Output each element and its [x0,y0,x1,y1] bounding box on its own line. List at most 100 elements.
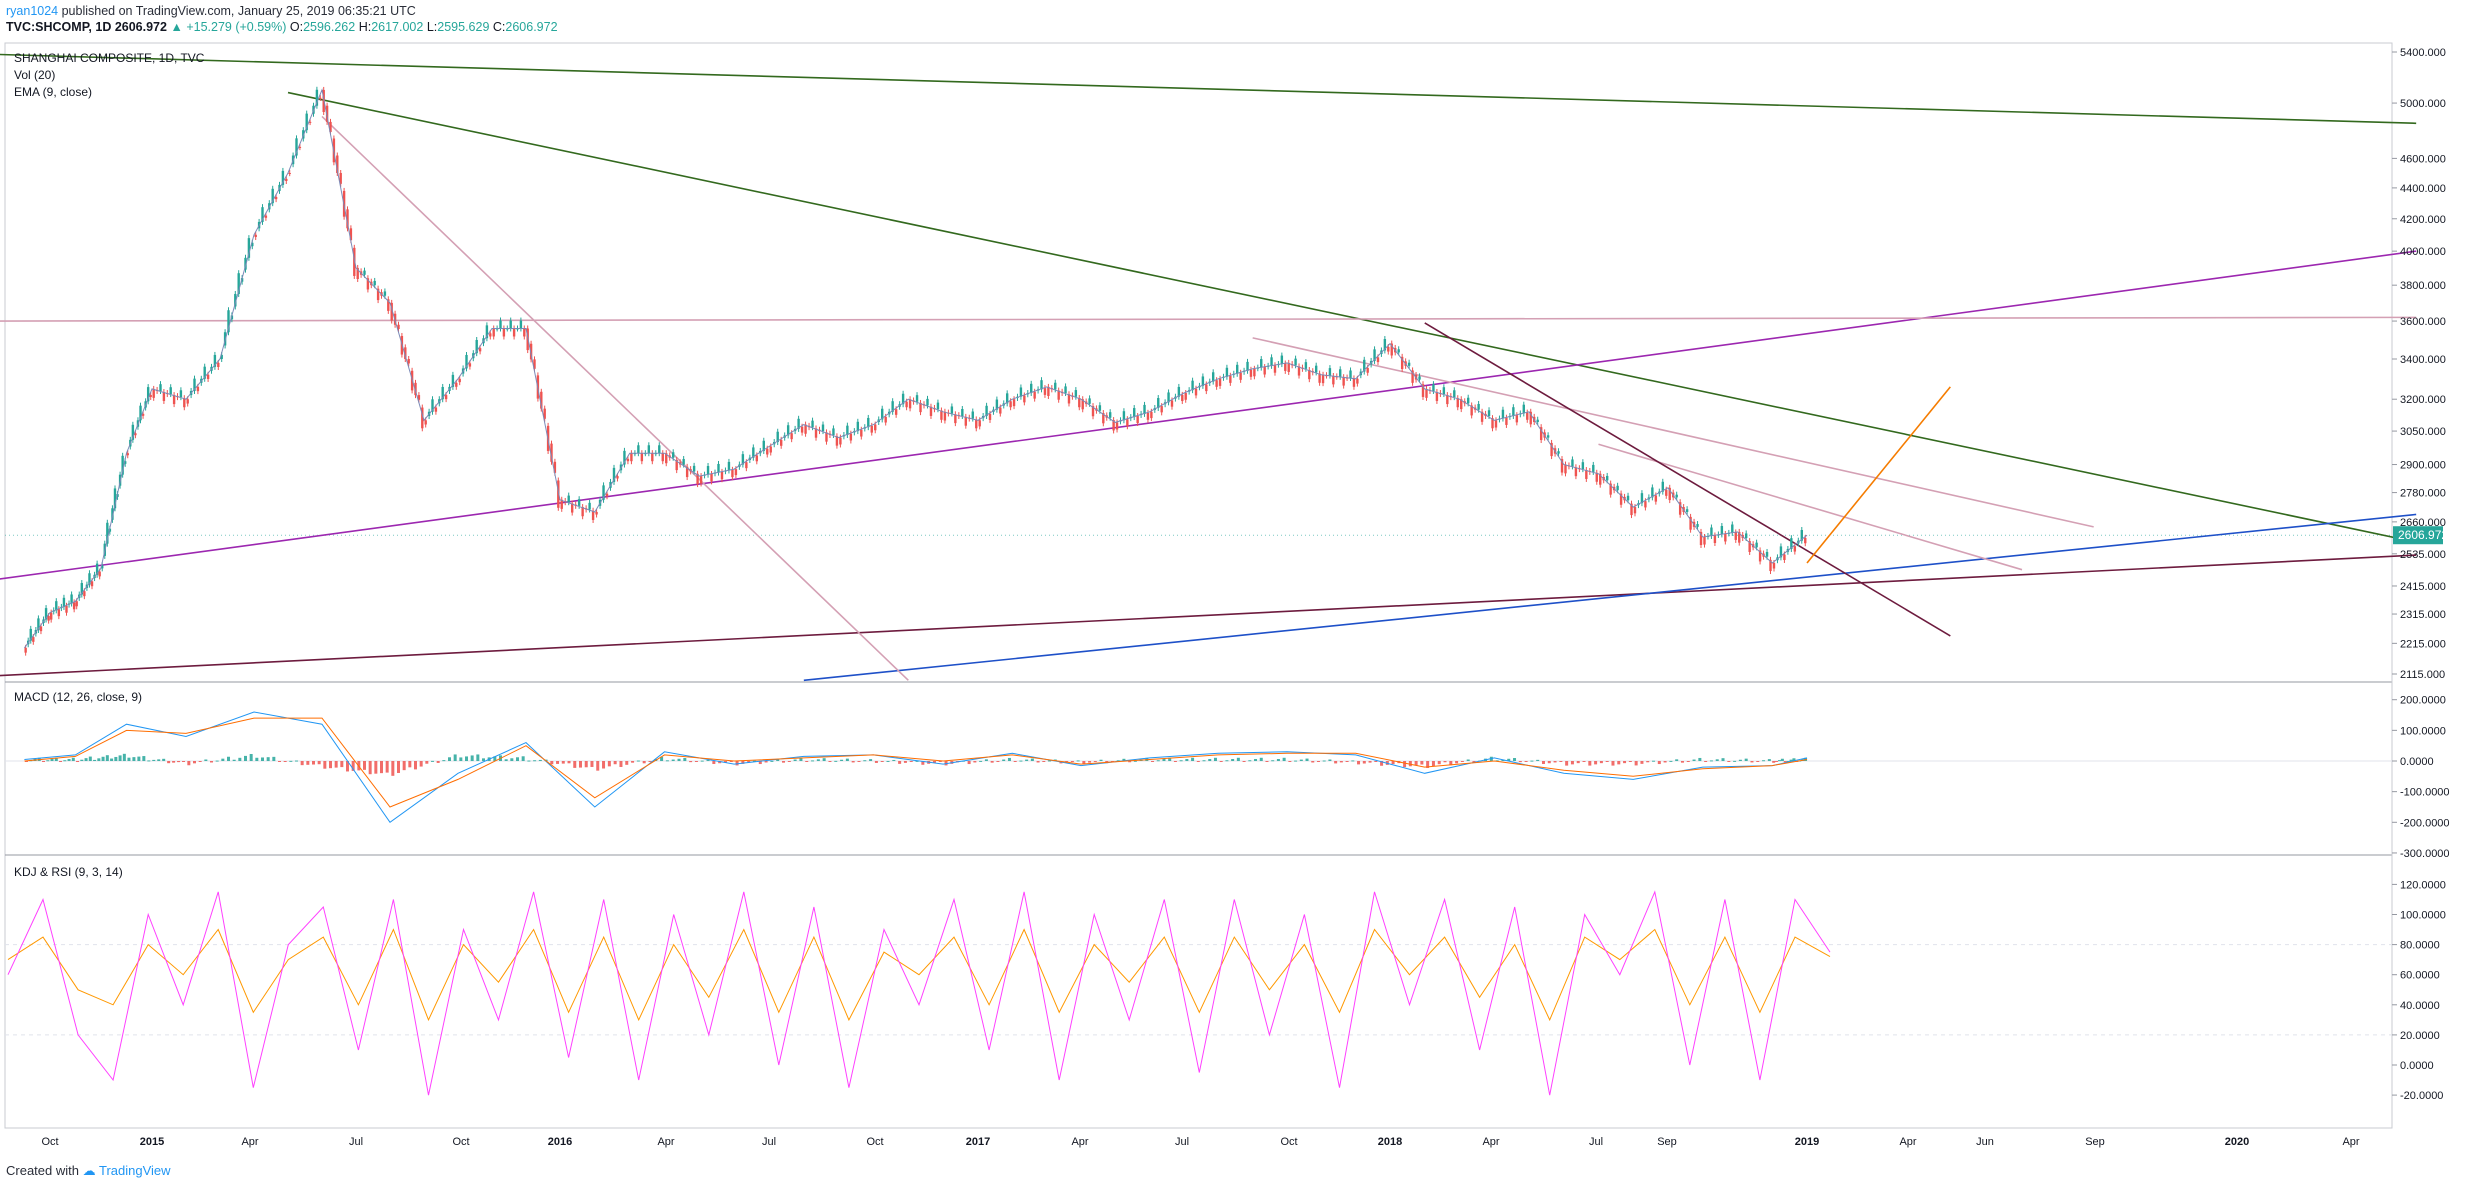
macd-histogram-bar [1036,761,1040,763]
time-tick-label: Oct [866,1136,883,1148]
macd-histogram-bar [1466,759,1470,761]
trendline [321,115,909,681]
author-link[interactable]: ryan1024 [6,4,59,18]
macd-histogram-bar [470,755,474,761]
macd-histogram-bar [677,758,681,761]
macd-histogram-bar [642,761,646,764]
macd-histogram-bar [118,755,122,761]
candle-body [121,455,124,475]
candle-body [1758,550,1762,562]
price-tick-label: 2660.000 [2400,517,2446,529]
current-price-badge: 2606.972 [2393,526,2448,545]
macd-histogram-bar [1472,761,1476,763]
macd-histogram-bar [840,759,844,761]
macd-tick-label: 0.0000 [2400,756,2434,768]
candle-body [550,443,553,462]
candle-body [162,391,166,401]
macd-histogram-bar [1786,760,1790,762]
candle-body [790,433,793,440]
candle-body [1487,410,1491,417]
price-tick-label: 2215.000 [2400,638,2446,650]
kdj-tick-label: 60.0000 [2400,970,2440,982]
candle-body [1167,392,1170,403]
candle-body [971,411,974,419]
macd-histogram-bar [249,753,253,761]
candle-body [1581,462,1585,470]
last-price: 2606.972 [114,20,167,34]
candle-body [1328,368,1332,376]
candle-body [434,407,438,412]
macd-histogram-bar [1565,761,1569,766]
macd-histogram-bar [787,761,791,762]
macd-histogram-bar [346,761,349,772]
macd-histogram-bar [1259,757,1263,761]
macd-histogram-bar [996,761,1000,762]
macd-histogram-bar [110,758,114,761]
macd-histogram-bar [368,761,372,775]
candle-body [1373,349,1376,361]
candle-body [588,502,591,510]
candle-body [1470,405,1473,416]
candle-body [800,426,804,433]
candle-body [1294,358,1297,366]
candle-body [936,402,940,410]
candle-body [1748,541,1751,552]
macd-histogram-bar [1704,761,1708,762]
candle-body [978,420,981,427]
candle-body [444,395,448,400]
macd-histogram-bar [1783,761,1787,763]
macd-histogram-bar [1605,761,1609,762]
macd-histogram-bar [142,756,146,761]
change-value: +15.279 (+0.59%) [186,20,287,34]
candle-body [1352,378,1356,387]
macd-histogram-bar [1576,761,1580,764]
macd-histogram-bar [1271,760,1275,762]
candle-body [821,424,825,432]
macd-histogram-bar [665,760,669,762]
price-tick-label: 2535.000 [2400,549,2446,561]
candle-body [1800,529,1803,541]
candle-body [1349,370,1352,378]
candle-body [80,583,84,595]
macd-histogram-bar [1122,758,1126,761]
candle-body [1397,349,1400,353]
candle-body [1407,362,1411,366]
change-arrow-icon: ▲ [170,20,183,34]
candle-body [710,473,713,482]
candle-body [1321,374,1325,384]
candle-body [964,416,968,426]
candle-body [1783,554,1786,560]
macd-histogram-bar [84,758,88,761]
macd-histogram-bar [671,759,675,761]
macd-histogram-bar [880,761,884,762]
macd-histogram-bar [1772,761,1776,763]
macd-histogram-bar [857,761,861,762]
macd-histogram-bar [1553,761,1557,763]
candle-body [616,476,619,479]
macd-histogram-bar [162,758,166,761]
candle-body [786,425,790,436]
macd-histogram-bar [1669,760,1673,762]
candle-body [1619,493,1623,505]
macd-histogram-bar [752,760,756,762]
candle-body [431,399,434,412]
candle-body [1376,357,1380,363]
macd-histogram-bar [167,761,171,764]
tradingview-link[interactable]: TradingView [99,1163,171,1178]
candle-body [458,378,461,383]
candle-body [90,581,94,587]
candle-body [1030,383,1033,394]
kdj-tick-label: 0.0000 [2400,1060,2434,1072]
candle-body [468,363,472,367]
price-tick-label: 4000.000 [2400,246,2446,258]
candle-body [696,473,699,485]
candle-body [839,437,842,445]
candle-body [647,445,651,454]
macd-histogram-bar [1414,761,1418,766]
macd-histogram-bar [510,758,514,761]
price-tick-label: 3050.000 [2400,426,2446,438]
macd-histogram-bar [329,761,332,769]
macd-histogram-bar [323,761,327,769]
macd-histogram-bar [1173,761,1177,762]
